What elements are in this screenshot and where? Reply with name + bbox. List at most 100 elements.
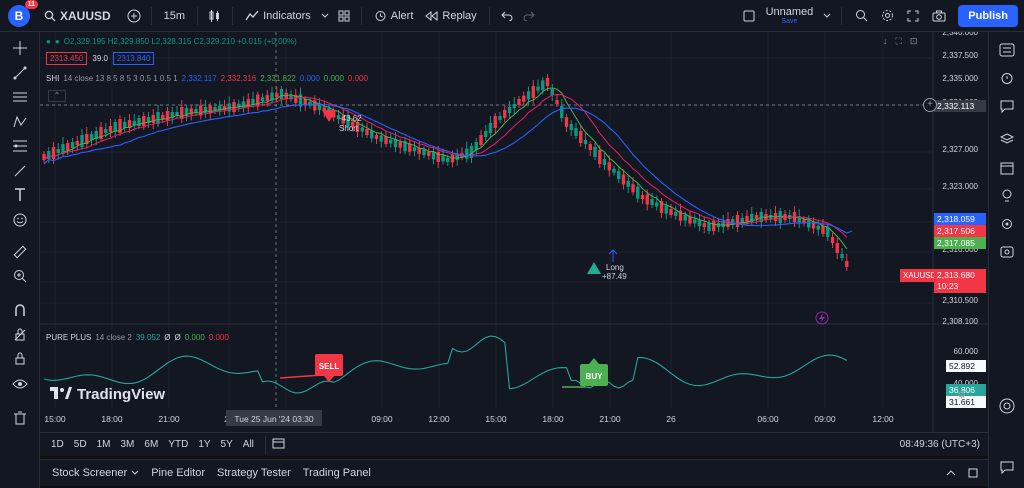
date-range-icon[interactable] — [272, 437, 285, 452]
help-icon[interactable] — [997, 396, 1017, 416]
candles-chart-type-icon[interactable] — [204, 5, 226, 27]
chart-area[interactable]: -43.62 Short Long +87.49 SELL BUY 15:00 1… — [40, 32, 988, 432]
bid-price[interactable]: 2313.450 — [46, 52, 88, 65]
arrow-down-icon[interactable]: ↓ — [883, 36, 888, 46]
layers-icon[interactable] — [997, 130, 1017, 150]
lock-icon[interactable] — [10, 348, 30, 368]
crosshair-icon[interactable] — [10, 38, 30, 58]
tab-stock-screener[interactable]: Stock Screener — [46, 461, 145, 485]
candle-body — [488, 123, 493, 133]
timezone-clock[interactable]: 08:49:36 (UTC+3) — [899, 439, 980, 450]
range-button-1d[interactable]: 1D — [51, 439, 64, 450]
oscillator-legend[interactable]: PURE PLUS 14 close 2 39.052 Ø Ø 0.000 0.… — [46, 333, 229, 342]
maximize-panel-icon[interactable] — [962, 463, 984, 483]
tab-trading-panel[interactable]: Trading Panel — [302, 467, 371, 479]
range-button-1y[interactable]: 1Y — [198, 439, 211, 450]
layout-grid-icon[interactable] — [333, 5, 355, 27]
candle-body — [498, 116, 502, 120]
lightbulb-icon[interactable] — [997, 186, 1017, 206]
candle-body — [89, 134, 94, 140]
price-chart[interactable]: -43.62 Short Long +87.49 SELL BUY 15:00 1… — [40, 32, 988, 432]
ruler-icon[interactable] — [10, 242, 30, 262]
range-button-6m[interactable]: 6M — [144, 439, 159, 450]
alarm-clock-icon[interactable] — [997, 68, 1017, 88]
smiley-icon[interactable] — [10, 210, 30, 230]
gear-icon[interactable] — [874, 5, 900, 27]
eye-icon[interactable] — [10, 374, 30, 394]
candle-body — [569, 124, 573, 130]
trend-line-icon[interactable] — [10, 63, 30, 83]
replay-label: Replay — [442, 9, 477, 22]
interval-button[interactable]: 15m — [163, 9, 186, 22]
crosshair-price-label: 2,332.113 — [934, 100, 986, 112]
broadcast-icon[interactable] — [997, 214, 1017, 234]
notifications-icon[interactable] — [997, 242, 1017, 262]
range-button-1m[interactable]: 1M — [96, 439, 111, 450]
chart-settings-gear-icon[interactable]: ⚙ — [957, 390, 966, 401]
candle-body — [422, 149, 426, 156]
lock-drawing-icon[interactable] — [10, 324, 30, 344]
alert-button[interactable]: Alert — [368, 4, 420, 28]
brush-icon[interactable] — [10, 161, 30, 181]
pattern-icon[interactable] — [10, 112, 30, 132]
short-value: -43.62 — [339, 114, 362, 123]
candle-body — [203, 107, 208, 113]
collapse-panel-icon[interactable] — [940, 463, 962, 483]
magnet-icon[interactable] — [10, 300, 30, 320]
redo-icon[interactable] — [518, 5, 540, 27]
indicator-value: 0.000 — [299, 74, 320, 83]
add-symbol-icon[interactable] — [123, 5, 145, 27]
chevron-down-icon[interactable] — [317, 5, 333, 27]
add-alert-plus-icon[interactable]: + — [923, 98, 937, 112]
support-chat-icon[interactable] — [997, 457, 1017, 477]
layout-name[interactable]: Unnamed Save — [766, 6, 814, 25]
layout-square-icon[interactable] — [738, 5, 760, 27]
maximize-pane-icon[interactable]: ⛶ — [895, 36, 902, 46]
candle-body — [427, 151, 431, 156]
candle-body — [289, 95, 293, 100]
horizontal-lines-icon[interactable] — [10, 87, 30, 107]
range-button-5d[interactable]: 5D — [73, 439, 87, 450]
indicators-button[interactable]: Indicators — [239, 4, 317, 28]
symbol-search[interactable]: XAUUSD — [38, 4, 117, 28]
ask-price[interactable]: 2313.840 — [112, 52, 155, 65]
replay-button[interactable]: Replay — [419, 4, 482, 28]
price-tick: 2,316.000 — [942, 245, 978, 254]
candle-body — [503, 110, 507, 118]
range-button-3m[interactable]: 3M — [120, 439, 135, 450]
range-button-all[interactable]: All — [242, 439, 254, 450]
watchlist-icon[interactable] — [997, 40, 1017, 60]
candle-body — [170, 112, 174, 118]
candle-body — [213, 107, 217, 111]
divider — [197, 6, 199, 25]
undo-icon[interactable] — [496, 5, 518, 27]
candle-body — [398, 141, 402, 148]
candle-body — [674, 211, 678, 216]
tab-pine-editor[interactable]: Pine Editor — [151, 467, 206, 479]
publish-button[interactable]: Publish — [958, 4, 1018, 27]
tab-strategy-tester[interactable]: Strategy Tester — [217, 467, 291, 479]
candle-body — [85, 134, 89, 144]
quick-search-icon[interactable] — [848, 5, 874, 27]
zoom-in-icon[interactable] — [10, 266, 30, 286]
trash-icon[interactable] — [10, 408, 30, 428]
fib-icon[interactable] — [10, 136, 30, 156]
camera-icon[interactable] — [926, 5, 952, 27]
candle-body — [322, 107, 326, 112]
range-button-ytd[interactable]: YTD — [168, 439, 189, 450]
tradingview-watermark[interactable]: TradingView — [50, 386, 165, 403]
avatar[interactable]: B 11 — [8, 0, 38, 27]
chat-icon[interactable] — [997, 96, 1017, 116]
range-button-5y[interactable]: 5Y — [220, 439, 233, 450]
candle-body — [512, 104, 516, 108]
fullscreen-icon[interactable] — [900, 5, 926, 27]
collapse-legend-button[interactable]: ⌃ — [48, 90, 66, 102]
indicator-legend[interactable]: SHI 14 close 13 8 5 8 5 3 0.5 1 0.5 1 2,… — [46, 74, 368, 83]
green-price-label: 2,317.085 — [934, 237, 986, 249]
text-icon[interactable] — [10, 185, 30, 205]
chevron-down-icon[interactable] — [819, 5, 835, 27]
calendar-icon[interactable] — [997, 158, 1017, 178]
close-pane-icon[interactable]: ⊡ — [909, 36, 918, 46]
candle-body — [175, 112, 179, 116]
range-toolbar: 1D 5D 1M 3M 6M YTD 1Y 5Y All 08:49:36 (UTC+3) — [40, 432, 988, 456]
